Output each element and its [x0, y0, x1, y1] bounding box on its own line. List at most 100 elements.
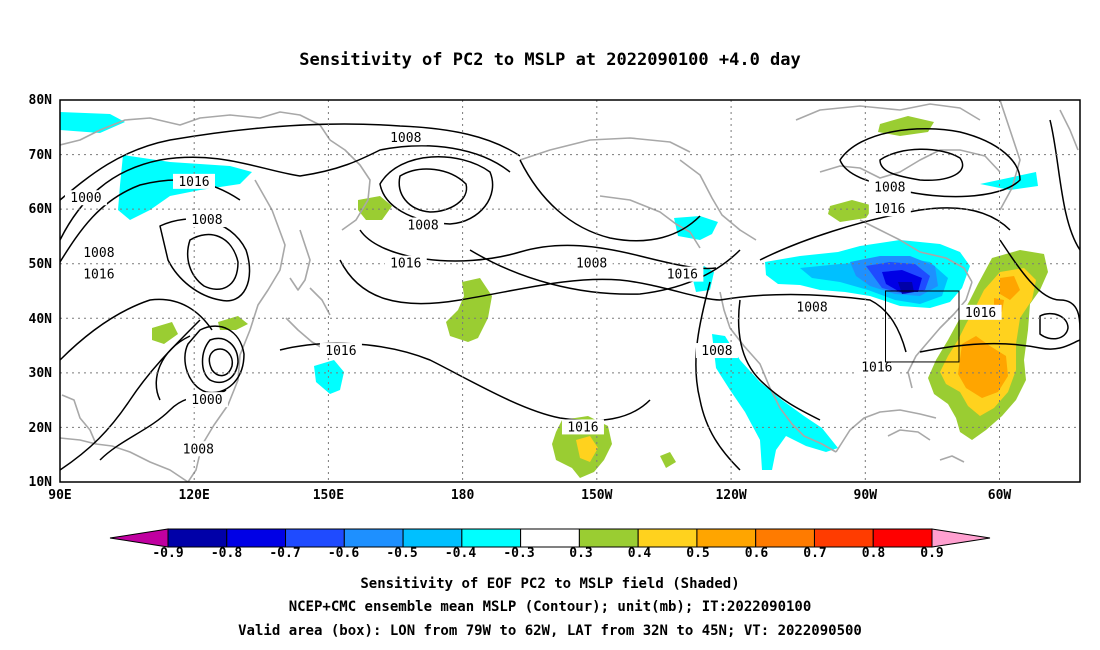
colorbar-label: -0.6 [328, 546, 359, 561]
caption-line-3: Valid area (box): LON from 79W to 62W, L… [238, 623, 862, 639]
lon-label: 150W [581, 488, 612, 503]
colorbar-swatch [461, 528, 522, 548]
colorbar-swatch [696, 528, 757, 548]
colorbar-label: 0.3 [569, 546, 592, 561]
negative-sensitivity-shading [60, 112, 1038, 470]
lat-label: 80N [29, 93, 53, 108]
contour-label-bg [185, 392, 228, 408]
contour-label-bg [959, 304, 1002, 320]
latitude-axis: 80N 70N 60N 50N 40N 30N 20N 10N [29, 93, 53, 490]
longitude-axis: 90E 120E 150E 180 150W 120W 90W 60W [48, 488, 1011, 503]
contour-label: 1000 [70, 191, 101, 206]
lon-label: 120E [179, 488, 210, 503]
lon-label: 90E [48, 488, 71, 503]
lat-label: 50N [29, 257, 53, 272]
colorbar-label: -0.3 [503, 546, 534, 561]
colorbar-swatch [226, 528, 287, 548]
contour-label-bg [172, 173, 215, 189]
coastlines [60, 100, 1079, 482]
caption-line-2: NCEP+CMC ensemble mean MSLP (Contour); u… [289, 599, 812, 615]
caption: Sensitivity of EOF PC2 to MSLP field (Sh… [238, 576, 862, 639]
lat-label: 20N [29, 421, 53, 436]
caption-line-1: Sensitivity of EOF PC2 to MSLP field (Sh… [360, 576, 739, 592]
contour-label: 1016 [83, 268, 114, 283]
lat-label: 60N [29, 202, 53, 217]
contour-label-bg [855, 359, 898, 375]
contour-label-bg [64, 190, 107, 206]
colorbar-label: 0.7 [803, 546, 826, 561]
lon-label: 180 [451, 488, 475, 503]
colorbar-label: -0.5 [386, 546, 417, 561]
contour-label-bg [868, 201, 911, 217]
colorbar: -0.9 -0.8 -0.7 -0.6 -0.5 -0.4 -0.3 0.3 0… [109, 528, 991, 561]
contour-label-bg [561, 419, 604, 435]
map-title: Sensitivity of PC2 to MSLP at 2022090100… [299, 50, 801, 70]
contour-label-bg [868, 179, 911, 195]
colorbar-label: -0.4 [445, 546, 476, 561]
lat-label: 40N [29, 312, 53, 327]
contour-label-bg [185, 212, 228, 228]
valid-area-box [885, 290, 960, 363]
contour-label: 1016 [861, 360, 892, 375]
colorbar-swatch [637, 528, 698, 548]
colorbar-label: 0.6 [745, 546, 769, 561]
contour-label: 1008 [83, 246, 114, 261]
colorbar-high-arrow [931, 528, 991, 548]
contour-label: 1008 [191, 213, 222, 228]
colorbar-swatch [872, 528, 933, 548]
contour-label: 1008 [407, 219, 438, 234]
colorbar-label: -0.7 [269, 546, 300, 561]
colorbar-label: -0.8 [211, 546, 242, 561]
contour-label: 1008 [390, 131, 421, 146]
contour-label-bg [384, 130, 427, 146]
contour-label: 1008 [701, 344, 732, 359]
lat-label: 30N [29, 366, 53, 381]
contour-label: 1016 [874, 202, 905, 217]
contour-label-bg [402, 217, 445, 233]
colorbar-swatch [167, 528, 228, 548]
contour-label: 1008 [796, 300, 827, 315]
lon-label: 150E [313, 488, 344, 503]
map-frame [59, 99, 1081, 483]
contour-labels: 1008 1016 1000 1008 1008 1016 1008 1016 1008 1016… [64, 130, 1002, 457]
contour-label-bg [77, 244, 120, 260]
contour-label-bg [695, 343, 738, 359]
contour-label: 1016 [178, 175, 209, 190]
lon-label: 60W [988, 488, 1012, 503]
colorbar-swatch [285, 528, 345, 548]
lat-label: 10N [29, 475, 53, 490]
contour-label: 1016 [965, 306, 996, 321]
contour-label-bg [319, 343, 362, 359]
lon-label: 90W [854, 488, 878, 503]
contour-label-bg [570, 255, 613, 271]
contour-label: 1008 [576, 257, 607, 272]
colorbar-swatch [755, 528, 815, 548]
colorbar-label: 0.4 [628, 546, 652, 561]
colorbar-swatch [402, 528, 463, 548]
colorbar-label: 0.8 [862, 546, 886, 561]
mslp-contours [60, 119, 1080, 471]
colorbar-label: 0.9 [920, 546, 943, 561]
contour-label: 1000 [191, 393, 222, 408]
contour-label: 1016 [325, 344, 356, 359]
positive-sensitivity-shading [152, 116, 1048, 478]
colorbar-swatch [813, 528, 874, 548]
lon-label: 120W [715, 488, 746, 503]
contour-label: 1008 [183, 442, 214, 457]
colorbar-swatch [578, 528, 639, 548]
contour-label: 1016 [567, 420, 598, 435]
contour-label-bg [791, 299, 834, 315]
contour-label: 1016 [390, 257, 421, 272]
contour-label-bg [384, 255, 427, 271]
colorbar-label: -0.9 [152, 546, 183, 561]
colorbar-label: 0.5 [686, 546, 709, 561]
contour-label: 1016 [667, 268, 698, 283]
graticule [60, 100, 1080, 482]
lat-label: 70N [29, 148, 53, 163]
colorbar-swatch [520, 528, 580, 548]
contour-label-bg [77, 266, 120, 282]
contour-label: 1008 [874, 180, 905, 195]
contour-label-bg [177, 441, 220, 457]
colorbar-low-arrow [109, 528, 169, 548]
